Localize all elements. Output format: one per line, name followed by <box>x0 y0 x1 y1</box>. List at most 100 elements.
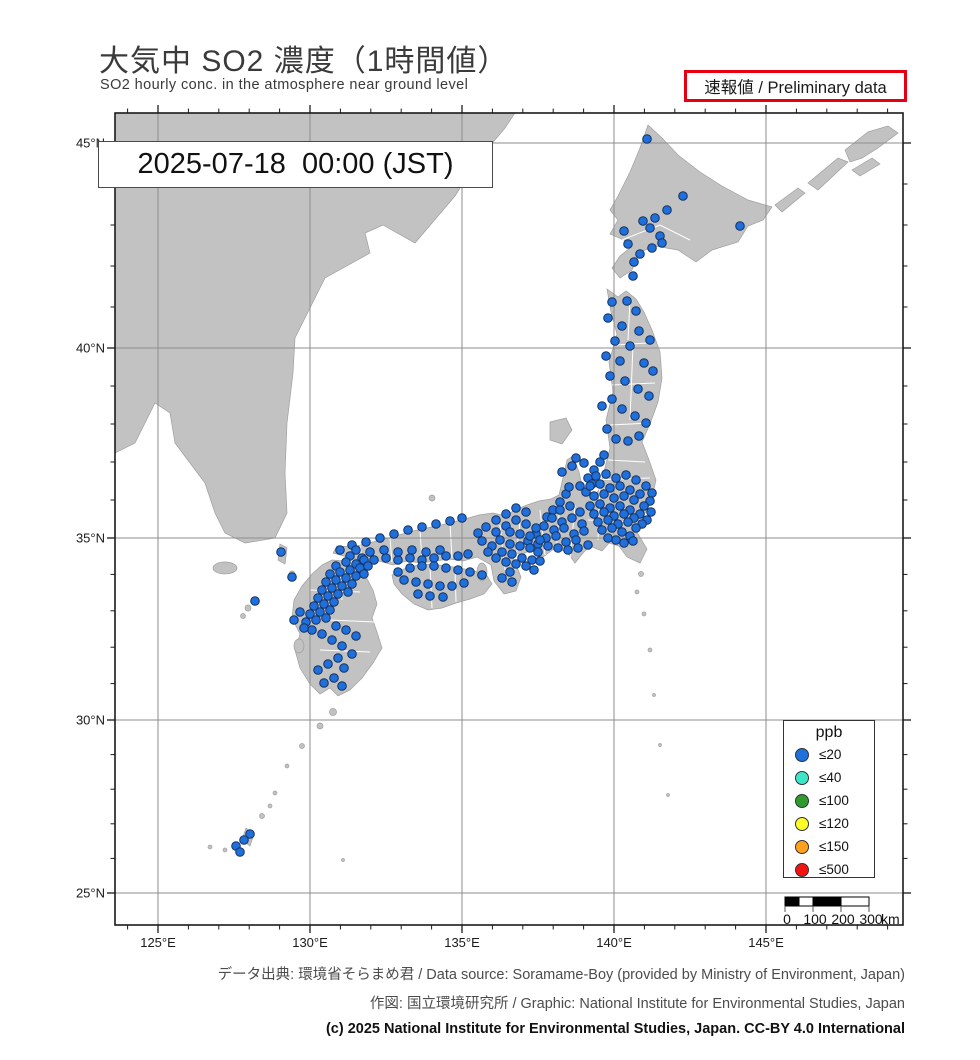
station-dot <box>629 495 639 505</box>
station-dot <box>615 356 625 366</box>
station-dot <box>610 336 620 346</box>
station-dot <box>601 351 611 361</box>
goto-island <box>244 604 252 612</box>
station-dot <box>445 516 455 526</box>
station-dot <box>539 521 549 531</box>
station-dot <box>453 551 463 561</box>
station-dot <box>555 497 565 507</box>
scalebar-unit: km <box>881 911 900 927</box>
station-dot <box>337 681 347 691</box>
station-dot <box>438 592 448 602</box>
station-dot <box>644 391 654 401</box>
station-dot <box>365 547 375 557</box>
station-dot <box>559 523 569 533</box>
station-dot <box>333 589 343 599</box>
station-dot <box>647 243 657 253</box>
station-dot <box>337 641 347 651</box>
station-dot <box>620 376 630 386</box>
station-dot <box>642 134 652 144</box>
station-dot <box>571 535 581 545</box>
station-dot <box>597 525 607 535</box>
station-dot <box>313 665 323 675</box>
legend-entry: ≤40 <box>784 766 874 789</box>
station-dot <box>429 553 439 563</box>
lon-axis-label: 145°E <box>748 935 784 950</box>
legend: ppb ≤20 ≤40 ≤100 ≤120 ≤150 ≤500 <box>783 720 875 878</box>
station-dot <box>393 555 403 565</box>
legend-swatch <box>795 793 809 808</box>
station-dot <box>553 543 563 553</box>
station-dot <box>239 835 249 845</box>
station-dot <box>647 488 657 498</box>
station-dot <box>521 519 531 529</box>
station-dot <box>276 547 286 557</box>
station-dot <box>635 249 645 259</box>
legend-swatch <box>795 770 809 785</box>
station-dot <box>441 551 451 561</box>
station-dot <box>321 613 331 623</box>
izu-island <box>638 571 644 577</box>
station-dot <box>343 587 353 597</box>
station-dot <box>597 401 607 411</box>
izu-island <box>652 693 656 697</box>
station-dot <box>417 561 427 571</box>
station-dot <box>599 507 609 517</box>
kuril-island <box>844 125 899 163</box>
station-dot <box>321 577 331 587</box>
station-dot <box>657 238 667 248</box>
station-dot <box>573 543 583 553</box>
station-dot <box>287 572 297 582</box>
oki-island <box>428 494 436 502</box>
station-dot <box>515 541 525 551</box>
station-dot <box>595 499 605 509</box>
station-dot <box>483 547 493 557</box>
legend-label: ≤150 <box>819 839 849 854</box>
station-dot <box>623 436 633 446</box>
station-dot <box>307 625 317 635</box>
station-dot <box>565 501 575 511</box>
legend-label: ≤20 <box>819 747 842 762</box>
lon-axis-label: 125°E <box>140 935 176 950</box>
station-dot <box>463 549 473 559</box>
continent-landmass <box>115 113 516 544</box>
legend-entry: ≤20 <box>784 743 874 766</box>
station-dot <box>435 545 445 555</box>
station-dot <box>625 341 635 351</box>
station-dot <box>579 458 589 468</box>
station-dot <box>329 673 339 683</box>
station-dot <box>648 366 658 376</box>
station-dot <box>319 599 329 609</box>
station-dot <box>623 517 633 527</box>
station-dot <box>585 501 595 511</box>
station-dot <box>363 561 373 571</box>
station-dot <box>593 517 603 527</box>
legend-title: ppb <box>815 724 843 741</box>
lat-axis-label: 45°N <box>76 136 105 151</box>
station-dot <box>555 505 565 515</box>
station-dot <box>591 471 601 481</box>
station-dot <box>650 213 660 223</box>
station-dot <box>327 583 337 593</box>
station-dot <box>473 528 483 538</box>
station-dot <box>575 481 585 491</box>
scalebar-label: 200 <box>831 911 855 927</box>
kuril-island <box>851 157 881 177</box>
scalebar-label: 0 <box>783 911 791 927</box>
station-dot <box>735 221 745 231</box>
station-dot <box>501 557 511 567</box>
station-dot <box>605 371 615 381</box>
map-frame <box>114 112 904 926</box>
station-dot <box>629 257 639 267</box>
legend-label: ≤500 <box>819 862 849 877</box>
station-dot <box>511 503 521 513</box>
station-dot <box>645 335 655 345</box>
station-dot <box>425 591 435 601</box>
preliminary-data-label: 速報値 / Preliminary data <box>704 79 887 97</box>
timestamp-label: 2025-07-18 00:00 (JST) <box>137 148 454 180</box>
station-dot <box>595 457 605 467</box>
legend-entry: ≤120 <box>784 812 874 835</box>
station-dot <box>639 358 649 368</box>
station-dot <box>333 653 343 663</box>
station-dot <box>563 545 573 555</box>
